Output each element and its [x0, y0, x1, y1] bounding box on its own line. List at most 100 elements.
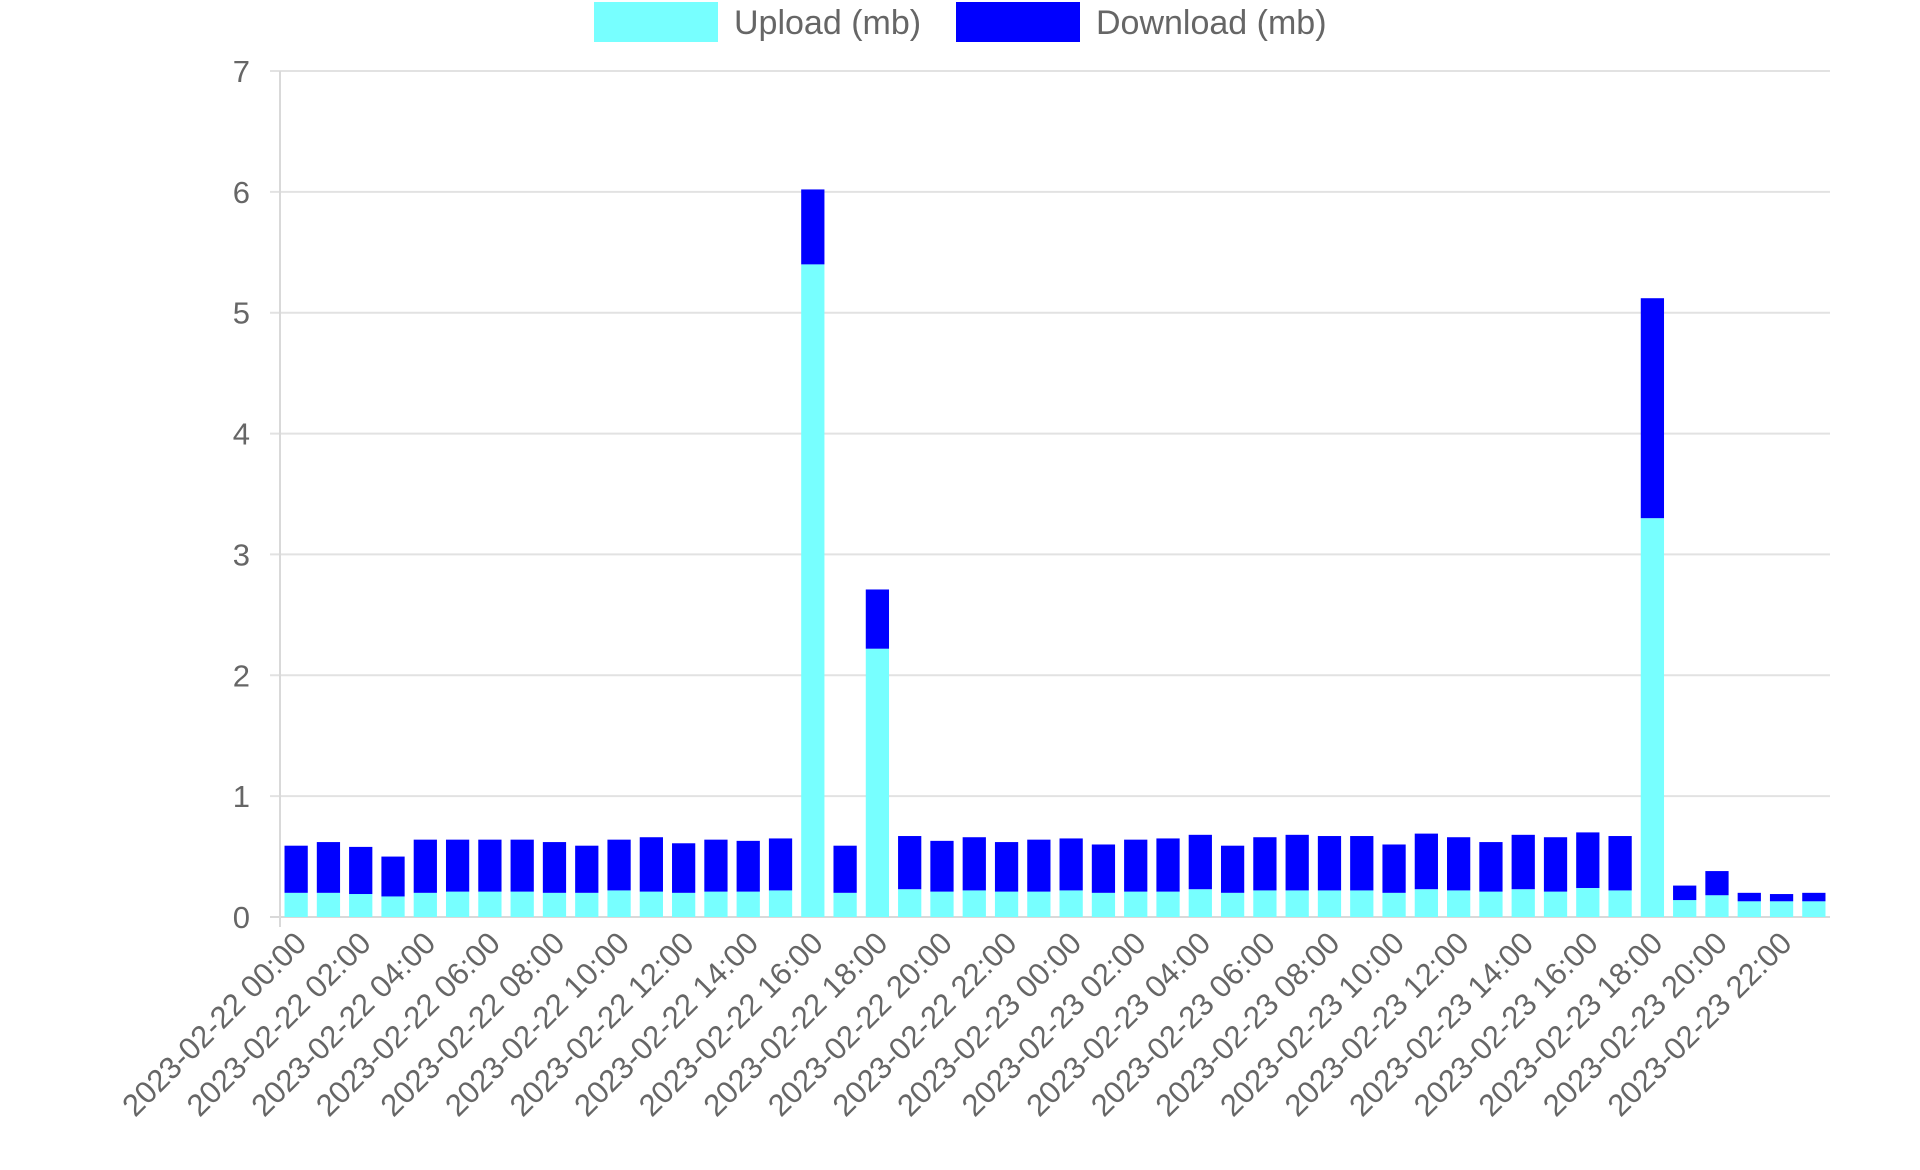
bar-upload[interactable]: [1447, 890, 1471, 917]
bar-download[interactable]: [639, 837, 663, 892]
bar-download[interactable]: [445, 839, 470, 892]
bar-upload[interactable]: [1156, 891, 1180, 917]
bar-upload[interactable]: [1124, 891, 1148, 917]
bar-download[interactable]: [1447, 837, 1471, 891]
bar-upload[interactable]: [672, 892, 696, 917]
legend-label-upload[interactable]: Upload (mb): [734, 4, 921, 42]
bar-download[interactable]: [413, 839, 437, 893]
bar-upload[interactable]: [1027, 891, 1051, 917]
bar-upload[interactable]: [1673, 900, 1697, 917]
bar-upload[interactable]: [801, 264, 825, 917]
bar-download[interactable]: [1124, 839, 1148, 892]
bar-download[interactable]: [1802, 892, 1826, 902]
bar-upload[interactable]: [1414, 889, 1438, 917]
bar-upload[interactable]: [1576, 887, 1600, 917]
bar-download[interactable]: [1253, 837, 1277, 891]
bar-upload[interactable]: [930, 891, 954, 917]
bar-upload[interactable]: [1640, 518, 1665, 917]
legend-label-download[interactable]: Download (mb): [1096, 4, 1327, 42]
bar-download[interactable]: [1156, 838, 1180, 892]
bar-download[interactable]: [575, 845, 599, 893]
bar-download[interactable]: [1350, 836, 1374, 891]
bar-upload[interactable]: [833, 892, 857, 917]
bar-upload[interactable]: [542, 892, 567, 917]
bar-upload[interactable]: [1091, 892, 1116, 917]
bar-upload[interactable]: [962, 890, 986, 917]
bar-upload[interactable]: [865, 648, 890, 917]
bar-download[interactable]: [316, 842, 341, 893]
bar-download[interactable]: [962, 837, 986, 891]
bar-upload[interactable]: [445, 891, 470, 917]
bar-upload[interactable]: [316, 892, 341, 917]
bar-download[interactable]: [607, 839, 631, 891]
bar-download[interactable]: [1737, 892, 1761, 902]
bar-download[interactable]: [801, 189, 825, 265]
bar-download[interactable]: [1027, 839, 1051, 892]
bar-upload[interactable]: [575, 892, 599, 917]
bar-upload[interactable]: [1253, 890, 1277, 917]
bar-upload[interactable]: [413, 892, 437, 917]
bar-upload[interactable]: [1059, 890, 1083, 917]
bar-upload[interactable]: [1769, 901, 1794, 917]
bar-download[interactable]: [1511, 834, 1535, 890]
bar-download[interactable]: [1543, 837, 1568, 892]
bar-upload[interactable]: [898, 889, 922, 917]
bar-upload[interactable]: [1802, 901, 1826, 917]
bar-upload[interactable]: [1285, 890, 1309, 917]
bar-upload[interactable]: [704, 891, 728, 917]
bar-upload[interactable]: [1188, 889, 1212, 917]
bar-download[interactable]: [865, 589, 890, 649]
bar-download[interactable]: [542, 842, 567, 893]
bar-upload[interactable]: [510, 891, 534, 917]
bar-download[interactable]: [1479, 842, 1503, 892]
bar-upload[interactable]: [1511, 889, 1535, 917]
bar-download[interactable]: [1285, 834, 1309, 891]
bar-upload[interactable]: [1479, 891, 1503, 917]
bar-upload[interactable]: [1350, 890, 1374, 917]
bar-upload[interactable]: [736, 891, 760, 917]
bar-upload[interactable]: [1705, 895, 1729, 917]
bar-download[interactable]: [284, 845, 308, 893]
bar-download[interactable]: [1382, 844, 1406, 893]
bar-download[interactable]: [1091, 844, 1116, 893]
bar-download[interactable]: [1705, 871, 1729, 896]
bar-upload[interactable]: [349, 894, 373, 917]
bar-download[interactable]: [930, 840, 954, 892]
legend-swatch-download[interactable]: [956, 2, 1080, 42]
bar-download[interactable]: [898, 836, 922, 890]
bar-download[interactable]: [510, 839, 534, 892]
bar-download[interactable]: [833, 845, 857, 893]
bar-download[interactable]: [1769, 894, 1794, 902]
bar-download[interactable]: [1220, 845, 1245, 893]
bar-upload[interactable]: [1543, 891, 1568, 917]
bar-upload[interactable]: [478, 891, 502, 917]
bar-download[interactable]: [1188, 834, 1212, 890]
bar-download[interactable]: [736, 840, 760, 892]
bar-upload[interactable]: [1382, 892, 1406, 917]
bar-download[interactable]: [381, 856, 405, 897]
bar-download[interactable]: [1608, 836, 1632, 891]
bar-upload[interactable]: [607, 890, 631, 917]
bar-download[interactable]: [1640, 298, 1665, 519]
bar-download[interactable]: [704, 839, 728, 892]
bar-download[interactable]: [1673, 885, 1697, 901]
bar-download[interactable]: [1317, 836, 1342, 891]
bar-upload[interactable]: [1317, 890, 1342, 917]
bar-upload[interactable]: [1220, 892, 1245, 917]
bar-upload[interactable]: [381, 896, 405, 917]
legend-swatch-upload[interactable]: [594, 2, 718, 42]
bar-upload[interactable]: [284, 892, 308, 917]
bar-download[interactable]: [1414, 833, 1438, 890]
bar-download[interactable]: [768, 838, 793, 891]
bar-download[interactable]: [672, 843, 696, 893]
bar-download[interactable]: [994, 842, 1019, 892]
bar-download[interactable]: [478, 839, 502, 892]
bar-download[interactable]: [1576, 832, 1600, 888]
bar-upload[interactable]: [639, 891, 663, 917]
bar-upload[interactable]: [994, 891, 1019, 917]
bar-upload[interactable]: [1737, 901, 1761, 917]
bar-upload[interactable]: [1608, 890, 1632, 917]
bar-download[interactable]: [1059, 838, 1083, 891]
bar-upload[interactable]: [768, 890, 793, 917]
bar-download[interactable]: [349, 846, 373, 895]
